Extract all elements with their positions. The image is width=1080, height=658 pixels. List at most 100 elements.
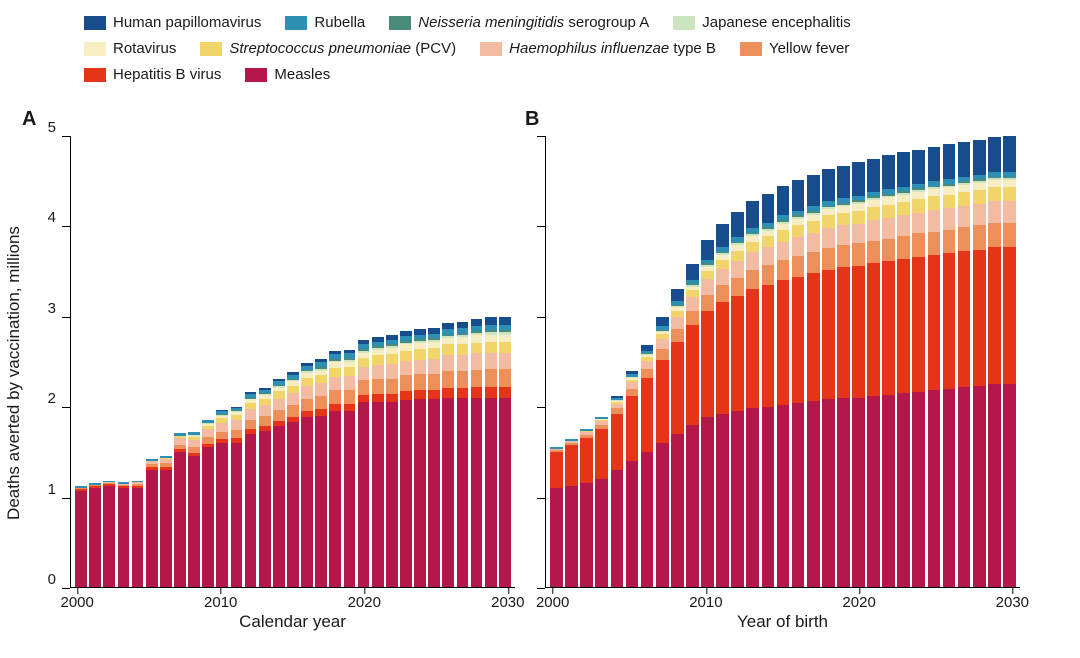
- bar-seg-mea: [550, 488, 563, 587]
- bar-seg-mea: [973, 386, 986, 587]
- bar-seg-yf: [626, 389, 639, 396]
- bar-2024: [912, 136, 925, 587]
- y-axis-label: Deaths averted by vaccination, millions: [4, 226, 24, 520]
- bar-seg-hpv: [485, 317, 497, 324]
- bar-seg-mea: [372, 402, 384, 587]
- bar-seg-yf: [216, 432, 228, 439]
- bar-2010: [701, 136, 714, 587]
- bar-seg-hbv: [777, 280, 790, 404]
- bar-2015: [287, 136, 299, 587]
- bar-seg-hib: [852, 224, 865, 244]
- bar-seg-mea: [656, 443, 669, 587]
- bar-seg-pcv: [822, 215, 835, 228]
- bar-seg-hbv: [611, 414, 624, 470]
- bar-seg-yf: [686, 311, 699, 325]
- bar-seg-rot: [882, 197, 895, 204]
- bar-seg-hib: [400, 361, 412, 375]
- bar-seg-rot: [928, 189, 941, 196]
- bar-seg-hbv: [882, 261, 895, 394]
- bar-seg-hib: [442, 355, 454, 370]
- bar-seg-hib: [656, 339, 669, 349]
- bar-seg-hbv: [1003, 247, 1016, 384]
- bar-seg-mea: [580, 483, 593, 587]
- bar-seg-hpv: [852, 162, 865, 195]
- bar-seg-hbv: [442, 388, 454, 398]
- bar-seg-rot: [485, 335, 497, 342]
- legend-swatch-icon: [245, 68, 267, 82]
- bar-seg-hbv: [807, 273, 820, 401]
- bar-seg-yf: [762, 265, 775, 285]
- bar-seg-hpv: [822, 169, 835, 201]
- bar-seg-mea: [958, 387, 971, 587]
- panel-b-yaxis: [525, 136, 545, 588]
- bar-seg-hib: [731, 261, 744, 278]
- bar-2007: [656, 136, 669, 587]
- bar-seg-hbv: [822, 270, 835, 400]
- bar-2011: [231, 136, 243, 587]
- bar-seg-hbv: [550, 452, 563, 488]
- bar-seg-yf: [882, 239, 895, 262]
- bar-seg-yf: [428, 374, 440, 390]
- bar-2028: [973, 136, 986, 587]
- bar-2020: [358, 136, 370, 587]
- bar-seg-mea: [716, 414, 729, 587]
- legend-label: Haemophilus influenzae type B: [509, 36, 716, 62]
- bar-seg-pcv: [837, 213, 850, 226]
- bar-2018: [822, 136, 835, 587]
- bar-seg-pcv: [988, 187, 1001, 201]
- bar-seg-hib: [716, 269, 729, 285]
- bar-2009: [202, 136, 214, 587]
- bar-seg-pcv: [273, 391, 285, 398]
- bar-2020: [852, 136, 865, 587]
- bar-seg-hbv: [580, 438, 593, 483]
- bar-2016: [301, 136, 313, 587]
- bar-seg-mea: [671, 434, 684, 587]
- bar-2025: [428, 136, 440, 587]
- bar-seg-hpv: [686, 264, 699, 280]
- bar-seg-rot: [912, 192, 925, 199]
- bar-seg-mea: [485, 398, 497, 587]
- bar-seg-hbv: [565, 445, 578, 486]
- bar-seg-yf: [807, 252, 820, 273]
- bar-2029: [485, 136, 497, 587]
- bar-seg-yf: [1003, 223, 1016, 247]
- bar-seg-hib: [641, 361, 654, 369]
- bar-seg-rot: [867, 200, 880, 207]
- xtick-label: 2020: [842, 594, 875, 611]
- bar-seg-hib: [386, 364, 398, 378]
- bar-seg-hpv: [882, 155, 895, 189]
- panel-a-label: A: [22, 108, 36, 131]
- panel-a-plot: [70, 136, 515, 588]
- bar-seg-mea: [174, 452, 186, 587]
- bar-seg-mea: [400, 400, 412, 587]
- bar-2004: [132, 136, 144, 587]
- legend-swatch-icon: [285, 16, 307, 30]
- bar-2007: [174, 136, 186, 587]
- panel-a-yaxis: 543210: [22, 136, 70, 588]
- bar-seg-yf: [837, 245, 850, 267]
- bar-seg-pcv: [499, 342, 511, 353]
- bar-seg-hib: [988, 201, 1001, 223]
- bar-seg-mea: [329, 411, 341, 587]
- bar-seg-hpv: [928, 147, 941, 181]
- bar-seg-mea: [882, 395, 895, 587]
- bar-seg-yf: [641, 369, 654, 378]
- bar-seg-hbv: [595, 429, 608, 479]
- bar-seg-mea: [807, 401, 820, 587]
- bar-seg-pcv: [301, 378, 313, 386]
- bar-seg-hib: [259, 405, 271, 416]
- legend-swatch-icon: [480, 42, 502, 56]
- bar-seg-mea: [837, 398, 850, 587]
- bar-seg-pcv: [329, 368, 341, 377]
- bar-2004: [611, 136, 624, 587]
- bar-seg-mea: [259, 431, 271, 587]
- bar-2006: [160, 136, 172, 587]
- bar-seg-pcv: [928, 196, 941, 210]
- legend-item-hpv: Human papillomavirus: [84, 10, 261, 36]
- bar-seg-pcv: [897, 202, 910, 216]
- bar-2009: [686, 136, 699, 587]
- legend-item-men: Neisseria meningitidis serogroup A: [389, 10, 649, 36]
- bar-seg-yf: [852, 243, 865, 266]
- bar-seg-hpv: [958, 142, 971, 177]
- bar-2022: [882, 136, 895, 587]
